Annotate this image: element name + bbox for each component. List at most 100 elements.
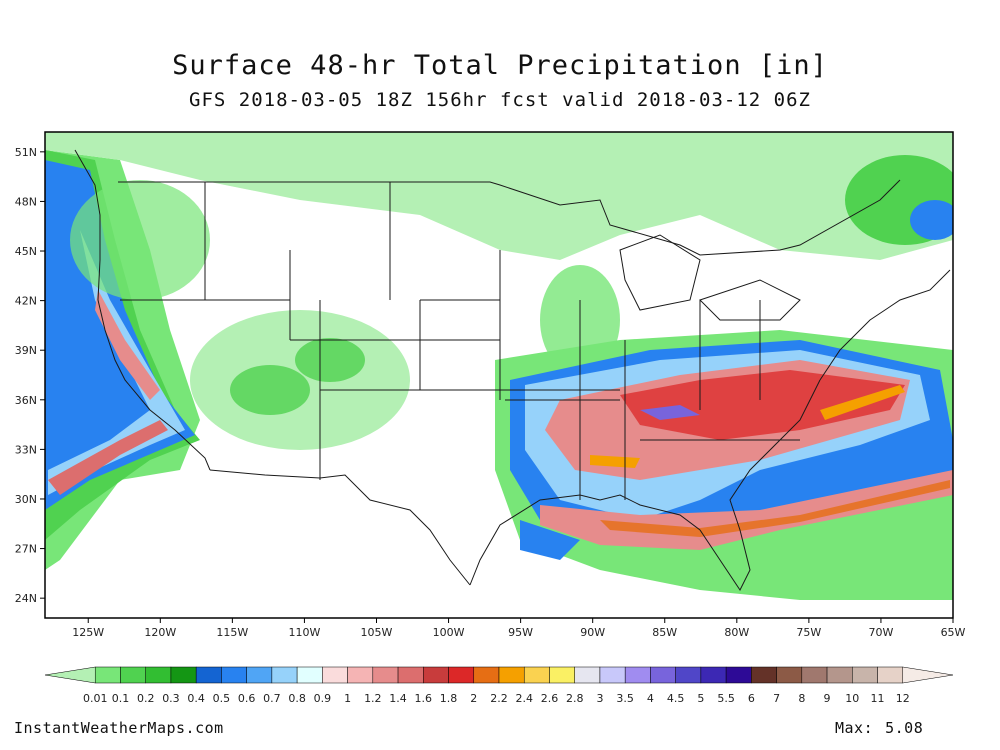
colorbar-swatch	[498, 666, 525, 684]
colorbar-label: 0.6	[238, 692, 256, 705]
lat-tick-label: 45N	[15, 245, 37, 258]
colorbar-label: 7	[773, 692, 780, 705]
colorbar-label: 0.9	[314, 692, 332, 705]
colorbar-swatch	[322, 666, 348, 684]
colorbar-label: 1.8	[440, 692, 458, 705]
lon-tick-label: 115W	[216, 626, 248, 639]
colorbar-label: 2.8	[566, 692, 584, 705]
colorbar-swatch	[423, 666, 449, 684]
colorbar-swatch	[776, 666, 803, 684]
colorbar-label: 1.6	[415, 692, 433, 705]
colorbar-label: 1.2	[364, 692, 382, 705]
colorbar-swatch	[574, 666, 601, 684]
colorbar-swatch	[448, 666, 475, 684]
colorbar-label: 2	[470, 692, 477, 705]
colorbar-swatch	[145, 666, 172, 684]
colorbar-label: 6	[748, 692, 755, 705]
colorbar-swatch	[195, 666, 222, 684]
colorbar-label: 5.5	[717, 692, 735, 705]
colorbar-swatch	[902, 666, 954, 684]
colorbar-swatch	[700, 666, 727, 684]
lat-tick-label: 27N	[15, 543, 37, 556]
colorbar-swatch	[296, 666, 323, 684]
colorbar-label: 0.4	[187, 692, 205, 705]
colorbar-swatch	[650, 666, 676, 684]
colorbar-label: 0.3	[162, 692, 180, 705]
lon-tick-label: 100W	[433, 626, 465, 639]
great-lakes	[619, 234, 801, 321]
colorbar-swatch	[120, 666, 146, 684]
colorbar-swatch	[246, 666, 273, 684]
us-canada-border	[118, 179, 901, 256]
lat-tick-label: 24N	[15, 592, 37, 605]
colorbar-label: 2.4	[515, 692, 533, 705]
max-value: 5.08	[885, 719, 924, 737]
lon-tick-label: 80W	[724, 626, 749, 639]
colorbar-label: 0.2	[137, 692, 155, 705]
colorbar-label: 4.5	[667, 692, 685, 705]
colorbar-swatch	[170, 666, 197, 684]
colorbar-label: 0.7	[263, 692, 281, 705]
colorbar-swatch	[877, 666, 904, 684]
atlantic-coast	[819, 269, 951, 381]
precipitation-field	[45, 132, 953, 618]
credit-text: InstantWeatherMaps.com	[14, 719, 224, 737]
lon-tick-label: 110W	[288, 626, 320, 639]
colorbar-label: 2.2	[490, 692, 508, 705]
lon-tick-label: 95W	[508, 626, 533, 639]
axis-ticks: 51N 48N 45N 42N 39N 36N 33N 30N 27N 24N 125W 120W 11…	[15, 146, 966, 639]
colorbar-label: 3.5	[616, 692, 634, 705]
colorbar-label: 9	[824, 692, 831, 705]
colorbar-swatch	[271, 666, 298, 684]
lat-tick-label: 42N	[15, 295, 37, 308]
colorbar-swatch	[549, 666, 575, 684]
colorbar-label: 0.01	[83, 692, 108, 705]
us-mexico-border	[209, 469, 471, 586]
colorbar-label: 0.1	[112, 692, 130, 705]
lon-tick-label: 120W	[144, 626, 176, 639]
colorbar-label: 0.5	[213, 692, 231, 705]
boundaries	[74, 149, 951, 591]
lat-tick-label: 30N	[15, 493, 37, 506]
colorbar-label: 4	[647, 692, 654, 705]
lat-tick-label: 51N	[15, 146, 37, 159]
colorbar-label: 1.4	[389, 692, 407, 705]
colorbar-swatch	[523, 666, 550, 684]
colorbar-swatch	[94, 666, 121, 684]
gulf-coast	[469, 379, 821, 591]
lon-tick-label: 65W	[941, 626, 966, 639]
coastline	[74, 149, 211, 471]
lat-tick-label: 36N	[15, 394, 37, 407]
colorbar-swatch	[347, 666, 374, 684]
colorbar-label: 11	[871, 692, 885, 705]
lat-tick-label: 33N	[15, 443, 37, 456]
colorbar-swatch	[44, 666, 96, 684]
colorbar-swatch	[852, 666, 878, 684]
colorbar-swatch	[599, 666, 626, 684]
state-lines	[120, 182, 800, 500]
colorbar-label: 8	[798, 692, 805, 705]
colorbar-label: 0.8	[288, 692, 306, 705]
map-subtitle: GFS 2018-03-05 18Z 156hr fcst valid 2018…	[189, 89, 811, 111]
colorbar-label: 5	[697, 692, 704, 705]
colorbar-label: 12	[896, 692, 910, 705]
colorbar-label: 2.6	[541, 692, 559, 705]
plot-frame	[44, 131, 954, 619]
lat-tick-label: 48N	[15, 195, 37, 208]
lon-tick-label: 105W	[361, 626, 393, 639]
colorbar: 0.01 0.1 0.2 0.3 0.4 0.5 0.6 0.7 0.8 0.9 1 1.2 1.4 1.…	[44, 666, 954, 705]
colorbar-swatch	[751, 666, 777, 684]
colorbar-swatch	[624, 666, 651, 684]
colorbar-swatch	[473, 666, 500, 684]
lon-tick-label: 125W	[72, 626, 104, 639]
lon-tick-label: 70W	[868, 626, 893, 639]
colorbar-label: 3	[596, 692, 603, 705]
colorbar-swatch	[801, 666, 828, 684]
colorbar-swatch	[397, 666, 424, 684]
colorbar-swatch	[826, 666, 853, 684]
colorbar-label: 10	[845, 692, 859, 705]
max-readout: Max: 5.08	[835, 719, 923, 737]
lon-tick-label: 85W	[652, 626, 677, 639]
colorbar-swatch	[725, 666, 752, 684]
